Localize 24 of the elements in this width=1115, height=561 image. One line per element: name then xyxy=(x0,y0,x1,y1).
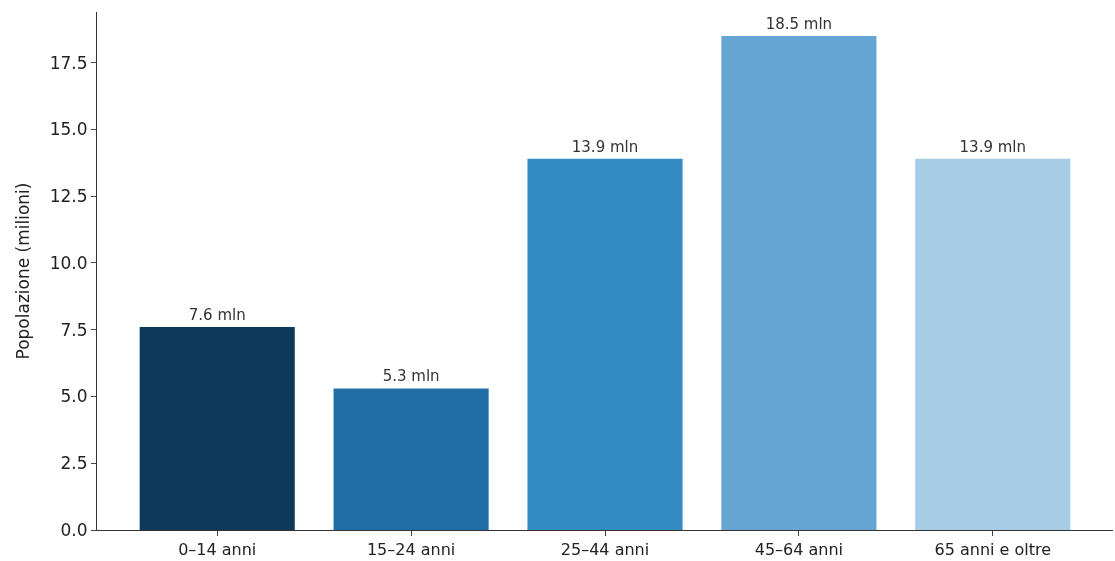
x-tick-label: 0–14 anni xyxy=(178,540,257,560)
x-tick-label: 65 anni e oltre xyxy=(934,540,1052,560)
bar xyxy=(333,388,489,530)
bar xyxy=(721,36,877,530)
y-tick-label: 10.0 xyxy=(49,252,88,273)
y-tick-label: 0.0 xyxy=(60,519,88,540)
y-tick-label: 5.0 xyxy=(60,386,88,407)
bar xyxy=(915,158,1071,530)
data-label: 13.9 mln xyxy=(959,137,1027,156)
y-tick-label: 2.5 xyxy=(60,453,88,474)
bar xyxy=(527,158,683,530)
x-tick-label: 45–64 anni xyxy=(754,540,844,560)
y-axis-title: Popolazione (milioni) xyxy=(13,182,34,360)
x-tick-label: 15–24 anni xyxy=(366,540,456,560)
y-tick-label: 12.5 xyxy=(49,186,88,207)
data-label: 7.6 mln xyxy=(188,306,246,325)
y-tick-label: 15.0 xyxy=(49,119,88,140)
bar xyxy=(139,327,295,530)
data-label: 5.3 mln xyxy=(382,367,440,386)
data-label: 13.9 mln xyxy=(571,137,639,156)
y-tick-label: 17.5 xyxy=(49,52,88,73)
y-tick-label: 7.5 xyxy=(60,319,88,340)
data-label: 18.5 mln xyxy=(765,15,833,34)
x-tick-label: 25–44 anni xyxy=(560,540,650,560)
